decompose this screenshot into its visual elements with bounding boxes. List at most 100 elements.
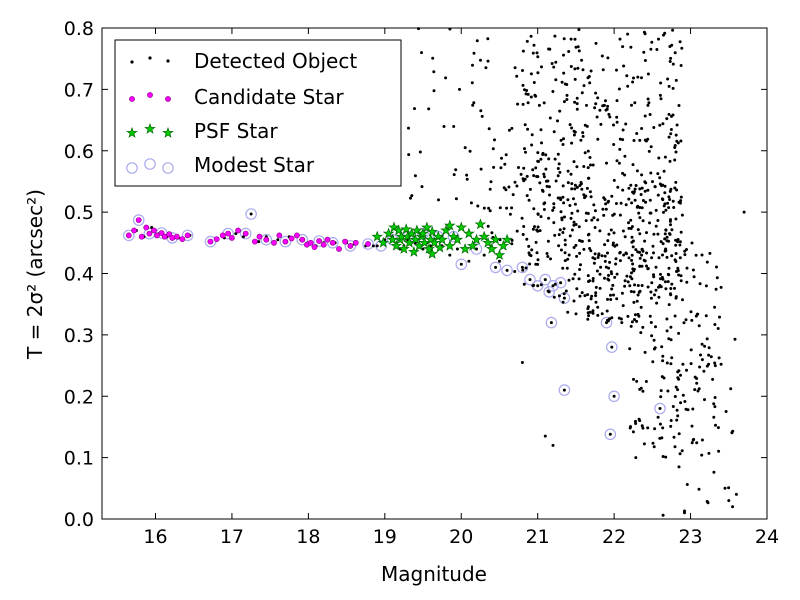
detected-object-point — [615, 297, 619, 301]
candidate-star-point — [184, 232, 191, 239]
detected-object-point — [563, 243, 567, 247]
detected-object-point — [630, 253, 634, 257]
detected-object-point — [671, 28, 675, 32]
detected-object-point — [659, 240, 663, 244]
detected-object-point — [665, 117, 669, 121]
detected-object-point — [653, 293, 656, 297]
candidate-star-point — [131, 227, 137, 234]
detected-object-point — [651, 244, 655, 248]
detected-object-point — [628, 347, 632, 351]
modest-star-point — [260, 233, 273, 246]
detected-object-point — [686, 408, 690, 412]
detected-object-point — [649, 321, 653, 324]
detected-object-point — [536, 225, 540, 229]
detected-object-point — [696, 312, 700, 316]
detected-object-point — [634, 422, 638, 425]
detected-object-point — [682, 321, 686, 325]
detected-object-point — [650, 256, 654, 260]
detected-object-point — [731, 505, 735, 509]
detected-object-point — [510, 206, 514, 210]
detected-object-point — [664, 455, 668, 459]
detected-object-point — [717, 449, 721, 453]
detected-object-point — [525, 194, 529, 198]
detected-object-point — [582, 84, 586, 88]
detected-object-point — [573, 37, 577, 41]
detected-object-point — [676, 388, 680, 392]
detected-object-point — [714, 423, 717, 427]
detected-object-point — [619, 201, 623, 205]
detected-object-point — [598, 272, 602, 276]
detected-object-point — [618, 137, 622, 141]
detected-object-point — [667, 195, 671, 199]
modest-star-point — [245, 208, 257, 220]
detected-object-point — [685, 483, 689, 486]
candidate-star-point — [125, 232, 132, 239]
detected-object-point — [479, 109, 483, 113]
candidate-star-point — [207, 238, 214, 245]
detected-object-point — [629, 183, 633, 187]
detected-object-point — [644, 200, 648, 204]
detected-object-point — [560, 216, 564, 220]
psf-star-point — [463, 228, 475, 239]
legend-entry-modest-star: Modest Star — [126, 153, 315, 177]
detected-object-point — [656, 172, 660, 176]
detected-object-point — [572, 299, 576, 303]
x-tick-label: 16 — [143, 526, 167, 548]
detected-object-point — [684, 318, 688, 322]
detected-object-point — [371, 244, 375, 248]
detected-object-point — [587, 232, 591, 236]
detected-object-point — [521, 268, 525, 272]
detected-object-point — [713, 323, 717, 326]
detected-object-point — [562, 227, 566, 231]
detected-object-point — [632, 377, 635, 381]
detected-object-point — [586, 274, 590, 278]
detected-object-point — [689, 362, 693, 366]
detected-object-point — [420, 51, 423, 55]
detected-object-point — [494, 265, 498, 269]
modest-star-point — [326, 237, 339, 249]
detected-object-point — [667, 239, 671, 243]
candidate-star-point — [316, 238, 322, 244]
detected-object-point — [590, 294, 594, 298]
detected-object-point — [612, 178, 616, 182]
modest-star-point — [516, 261, 529, 274]
detected-object-point — [592, 261, 596, 265]
legend-entry-detected-object: Detected Object — [130, 49, 357, 73]
detected-object-point — [615, 272, 619, 276]
detected-object-point — [554, 179, 558, 183]
detected-object-point — [276, 238, 280, 242]
detected-object-point — [575, 107, 579, 111]
detected-object-point — [565, 98, 569, 101]
detected-object-point — [619, 317, 623, 321]
x-tick-label: 19 — [373, 526, 397, 548]
modest-star-point — [313, 235, 325, 247]
detected-object-point — [454, 168, 458, 172]
detected-object-point — [617, 161, 621, 165]
detected-object-point — [623, 173, 627, 177]
detected-object-point — [606, 104, 610, 108]
detected-object-point — [672, 206, 676, 209]
legend-label-candidate-star: Candidate Star — [194, 85, 344, 109]
detected-object-point — [574, 223, 578, 226]
detected-object-point — [525, 237, 529, 241]
detected-object-point — [674, 252, 678, 255]
detected-object-point — [525, 39, 529, 43]
modest-star-point — [455, 258, 468, 271]
modest-star-point — [539, 273, 552, 286]
detected-object-point — [561, 184, 565, 188]
detected-object-point — [635, 132, 639, 135]
detected-object-point — [673, 395, 677, 398]
detected-object-point — [561, 266, 565, 270]
detected-object-point — [629, 218, 633, 222]
detected-object-point — [626, 84, 630, 88]
detected-object-point — [667, 112, 671, 116]
detected-object-point — [674, 150, 678, 154]
detected-object-point — [643, 114, 647, 118]
detected-object-point — [575, 287, 579, 291]
detected-object-point — [570, 182, 574, 186]
detected-object-point — [530, 248, 534, 252]
detected-object-point — [515, 184, 519, 188]
detected-object-point — [592, 216, 596, 220]
detected-object-point — [640, 284, 644, 287]
detected-object-point — [521, 233, 525, 236]
